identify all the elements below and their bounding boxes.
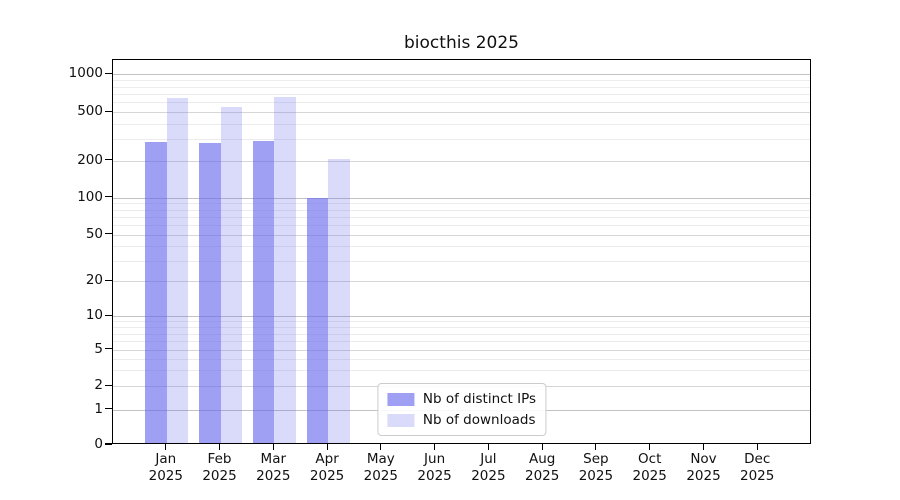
gridline-minor	[113, 245, 810, 247]
legend-item-downloads: Nb of downloads	[386, 412, 536, 428]
x-tick-mark	[326, 444, 328, 450]
y-tick-mark	[105, 232, 112, 235]
y-tick-label: 5	[94, 340, 103, 357]
y-tick-label: 2	[94, 377, 103, 394]
x-tick-mark	[218, 444, 221, 450]
x-tick-label: Sep 2025	[578, 451, 614, 484]
gridline-minor	[113, 358, 810, 360]
legend-swatch-downloads	[386, 413, 414, 427]
bar-distinct-ips-feb	[199, 143, 221, 443]
bar-downloads-jan	[166, 98, 189, 443]
gridline-minor	[113, 93, 810, 95]
x-tick-label: May 2025	[363, 451, 398, 484]
gridline-minor	[113, 203, 810, 205]
legend-label-distinct-ips: Nb of distinct IPs	[422, 391, 537, 407]
gridline-major	[113, 74, 810, 76]
y-tick-mark	[105, 72, 112, 74]
y-tick-label: 10	[85, 307, 103, 324]
gridline-major	[113, 160, 810, 162]
x-tick-label: Mar 2025	[256, 451, 291, 484]
y-tick-mark	[105, 196, 112, 198]
x-tick-label: Dec 2025	[740, 451, 775, 484]
gridline-minor	[113, 80, 810, 82]
gridline-major	[113, 197, 810, 199]
y-tick-mark	[105, 110, 112, 112]
x-tick-label: Aug 2025	[525, 451, 560, 484]
gridline-major	[113, 349, 810, 351]
x-tick-mark	[434, 444, 436, 450]
x-tick-mark	[165, 444, 167, 450]
gridline-minor	[113, 333, 810, 335]
bar-downloads-apr	[328, 158, 350, 443]
x-tick-mark	[702, 444, 705, 450]
x-tick-mark	[541, 444, 543, 450]
x-tick-label: Jun 2025	[417, 451, 452, 484]
chart-title: biocthis 2025	[404, 33, 519, 53]
x-tick-mark	[272, 444, 274, 450]
y-tick-label: 1000	[68, 65, 103, 82]
y-tick-label: 50	[85, 225, 103, 242]
x-tick-label: Jul 2025	[471, 451, 506, 484]
bar-distinct-ips-apr	[306, 197, 329, 443]
legend: Nb of distinct IPs Nb of downloads	[376, 383, 547, 436]
x-tick-label: Jan 2025	[148, 451, 183, 484]
y-tick-mark	[105, 314, 112, 316]
gridline-minor	[113, 102, 810, 104]
x-tick-mark	[380, 444, 382, 450]
y-tick-label: 500	[77, 103, 103, 120]
gridline-minor	[113, 139, 810, 141]
x-tick-label: Apr 2025	[309, 451, 345, 484]
y-tick-mark	[105, 408, 112, 410]
y-tick-mark	[105, 348, 112, 350]
x-tick-mark	[649, 444, 651, 450]
gridline-minor	[113, 123, 810, 125]
bar-distinct-ips-mar	[252, 140, 275, 443]
gridline-minor	[113, 327, 810, 329]
legend-swatch-distinct-ips	[386, 392, 414, 406]
gridline-minor	[113, 216, 810, 218]
bar-downloads-mar	[274, 96, 296, 443]
gridline-minor	[113, 209, 810, 211]
y-tick-mark	[105, 279, 112, 281]
gridline-minor	[113, 224, 810, 226]
gridline-minor	[113, 86, 810, 88]
y-tick-mark	[105, 159, 112, 161]
y-tick-label: 100	[77, 188, 103, 205]
y-tick-mark	[105, 443, 112, 445]
gridline-minor	[113, 260, 810, 262]
gridline-minor	[113, 321, 810, 323]
y-tick-label: 1	[94, 400, 103, 417]
x-tick-label: Feb 2025	[202, 451, 237, 484]
x-tick-mark	[756, 444, 758, 450]
y-tick-mark	[105, 384, 112, 386]
gridline-major	[113, 234, 810, 236]
x-tick-mark	[595, 444, 597, 450]
x-tick-mark	[487, 444, 489, 450]
gridline-major	[113, 112, 810, 114]
legend-item-distinct-ips: Nb of distinct IPs	[386, 391, 537, 407]
y-tick-label: 200	[77, 151, 103, 168]
x-tick-label: Nov 2025	[686, 451, 721, 484]
legend-label-downloads: Nb of downloads	[422, 412, 536, 428]
gridline-major	[113, 316, 810, 318]
x-tick-label: Oct 2025	[632, 451, 667, 484]
gridline-minor	[113, 370, 810, 372]
gridline-minor	[113, 340, 810, 342]
gridline-major	[113, 281, 810, 283]
bar-distinct-ips-jan	[145, 142, 167, 443]
y-tick-label: 0	[94, 436, 103, 452]
bar-downloads-feb	[220, 107, 242, 443]
y-tick-label: 20	[85, 272, 103, 289]
plot-area: Nb of distinct IPs Nb of downloads	[112, 59, 811, 444]
